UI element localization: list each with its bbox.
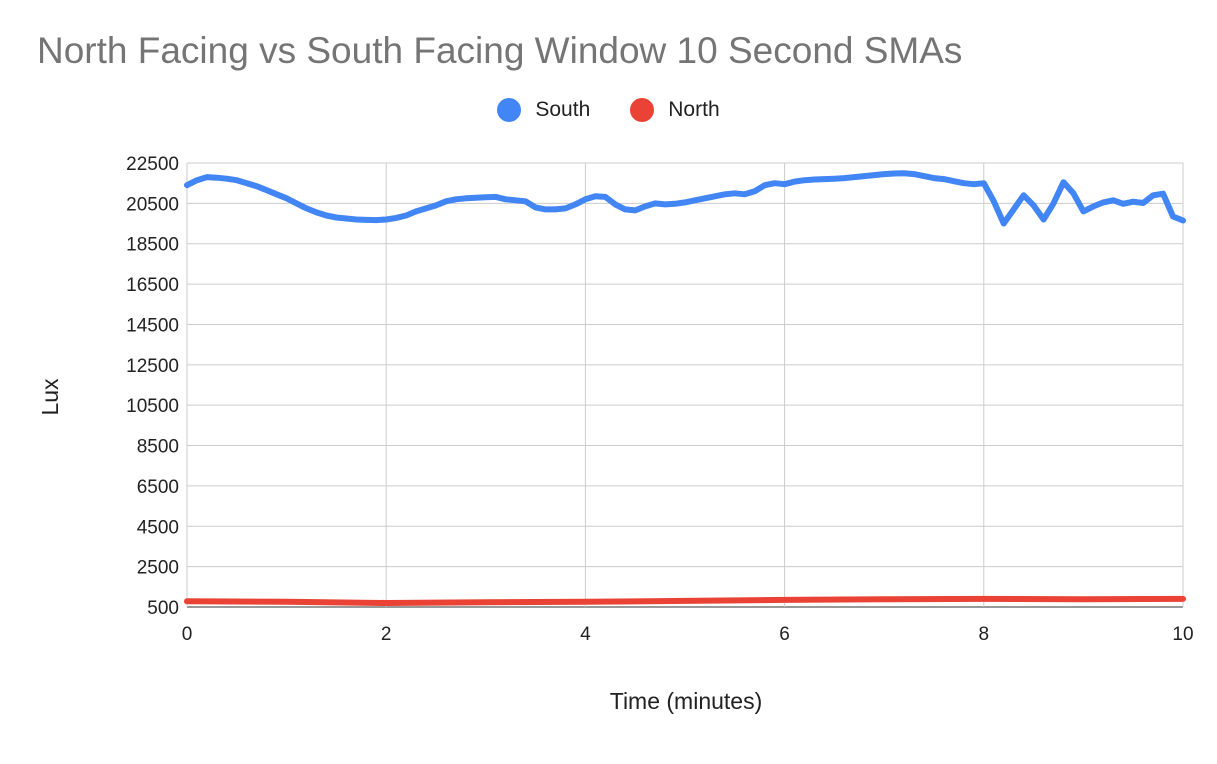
- series-lines: [184, 170, 1186, 606]
- chart-title: North Facing vs South Facing Window 10 S…: [37, 30, 963, 71]
- y-tick-label: 4500: [137, 517, 179, 538]
- legend-item-north[interactable]: North: [630, 98, 720, 122]
- x-tick-label: 4: [580, 624, 591, 645]
- y-axis-tick-labels: 500 2500 4500 6500 8500 10500 12500 14500 16500 1…: [126, 154, 179, 619]
- x-axis-title: Time (minutes): [610, 688, 763, 714]
- y-tick-label: 20500: [126, 194, 179, 215]
- legend: South North: [0, 98, 1217, 122]
- series-line-south: [184, 170, 1186, 227]
- y-tick-label: 6500: [137, 477, 179, 498]
- gridlines: [186, 162, 1184, 608]
- y-tick-label: 500: [147, 598, 179, 619]
- x-tick-label: 10: [1172, 624, 1193, 645]
- y-tick-label: 22500: [126, 154, 179, 175]
- y-axis-title: Lux: [37, 378, 63, 416]
- x-tick-label: 6: [779, 624, 790, 645]
- series-line-north: [184, 595, 1186, 606]
- x-tick-label: 2: [381, 624, 392, 645]
- y-tick-label: 8500: [137, 437, 179, 458]
- x-tick-label: 8: [979, 624, 990, 645]
- legend-swatch-south: [497, 98, 522, 122]
- y-tick-label: 18500: [126, 235, 179, 256]
- y-tick-label: 16500: [126, 275, 179, 296]
- y-tick-label: 10500: [126, 396, 179, 417]
- x-axis-tick-labels: 0 2 4 6 8 10: [182, 624, 1194, 645]
- legend-label-north: North: [668, 98, 720, 121]
- legend-swatch-north: [630, 98, 655, 122]
- legend-label-south: South: [535, 98, 591, 121]
- x-tick-label: 0: [182, 624, 193, 645]
- y-tick-label: 14500: [126, 315, 179, 336]
- legend-item-south[interactable]: South: [497, 98, 590, 122]
- y-tick-label: 2500: [137, 558, 179, 579]
- y-tick-label: 12500: [126, 356, 179, 377]
